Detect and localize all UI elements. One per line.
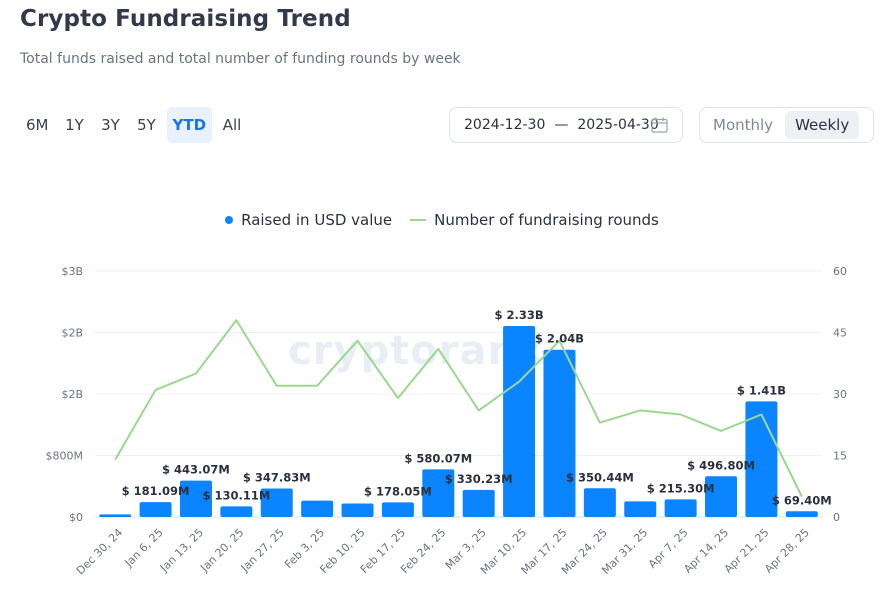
data-label: $ 350.44M — [566, 470, 634, 484]
bar — [705, 476, 738, 517]
bar — [179, 480, 212, 517]
legend-label-rounds: Number of fundraising rounds — [434, 211, 659, 229]
bar — [301, 500, 334, 517]
bar — [583, 488, 616, 517]
y-right-tick-label: 60 — [833, 265, 847, 278]
range-6m-button[interactable]: 6M — [20, 107, 55, 143]
legend-item-rounds[interactable]: Number of fundraising rounds — [410, 211, 659, 229]
data-label: $ 330.23M — [445, 472, 513, 486]
date-start: 2024-12-30 — [464, 117, 546, 133]
data-label: $ 347.83M — [243, 470, 311, 484]
legend-label-raised: Raised in USD value — [241, 211, 393, 229]
y-right-tick-label: 30 — [833, 388, 847, 401]
bar — [664, 499, 697, 517]
date-end: 2025-04-30 — [577, 117, 659, 133]
period-toggle: Monthly Weekly — [699, 107, 874, 143]
x-tick-label: Dec 30, 24 — [74, 526, 125, 577]
page-title: Crypto Fundraising Trend — [20, 6, 351, 32]
data-label: $ 215.30M — [647, 481, 715, 495]
range-selector: 6M 1Y 3Y 5Y YTD All — [20, 107, 248, 143]
bar — [624, 501, 657, 517]
date-separator: — — [554, 117, 569, 133]
y-left-tick-label: $2B — [61, 388, 83, 401]
x-tick-label: Jan 27, 25 — [238, 526, 287, 575]
y-left-tick-label: $800M — [46, 450, 84, 463]
page-subtitle: Total funds raised and total number of f… — [20, 51, 461, 67]
data-label: $ 496.80M — [687, 458, 755, 472]
bar — [422, 469, 455, 517]
y-right-tick-label: 0 — [833, 511, 840, 524]
data-label: $ 580.07M — [404, 451, 472, 465]
legend-item-raised[interactable]: Raised in USD value — [225, 211, 392, 229]
legend-line-icon — [410, 219, 427, 221]
range-5y-button[interactable]: 5Y — [131, 107, 163, 143]
range-ytd-button[interactable]: YTD — [166, 107, 213, 143]
data-label: $ 2.04B — [535, 332, 584, 346]
bar — [220, 506, 253, 517]
bar — [139, 502, 172, 517]
data-label: $ 1.41B — [737, 383, 786, 397]
bar — [785, 511, 818, 517]
y-right-tick-label: 45 — [833, 327, 847, 340]
range-3y-button[interactable]: 3Y — [95, 107, 127, 143]
bar — [381, 502, 414, 517]
data-label: $ 69.40M — [772, 493, 832, 507]
range-all-button[interactable]: All — [216, 107, 248, 143]
x-tick-label: Jan 20, 25 — [197, 526, 246, 575]
data-label: $ 181.09M — [122, 484, 190, 498]
y-left-tick-label: $3B — [61, 265, 83, 278]
y-left-tick-label: $0 — [69, 511, 83, 524]
chart-legend: Raised in USD value Number of fundraisin… — [0, 211, 884, 229]
y-left-tick-label: $2B — [61, 327, 83, 340]
bar — [260, 488, 293, 517]
bar — [543, 349, 576, 517]
data-label: $ 130.11M — [202, 488, 270, 502]
calendar-icon[interactable] — [651, 117, 668, 133]
bar — [503, 325, 536, 517]
bar — [462, 489, 495, 517]
rounds-line — [114, 319, 803, 497]
bar — [99, 514, 132, 517]
monthly-button[interactable]: Monthly — [703, 111, 783, 139]
data-label: $ 2.33B — [495, 308, 544, 322]
range-1y-button[interactable]: 1Y — [59, 107, 91, 143]
y-right-tick-label: 15 — [833, 450, 847, 463]
legend-dot-icon — [225, 216, 234, 224]
watermark: cryptorank — [288, 328, 545, 374]
data-label: $ 443.07M — [162, 463, 230, 477]
data-label: $ 178.05M — [364, 484, 432, 498]
weekly-button[interactable]: Weekly — [785, 111, 860, 139]
x-tick-label: Jan 13, 25 — [157, 526, 206, 575]
date-range-picker[interactable]: 2024-12-30 — 2025-04-30 — [449, 107, 683, 143]
bar — [341, 503, 374, 517]
